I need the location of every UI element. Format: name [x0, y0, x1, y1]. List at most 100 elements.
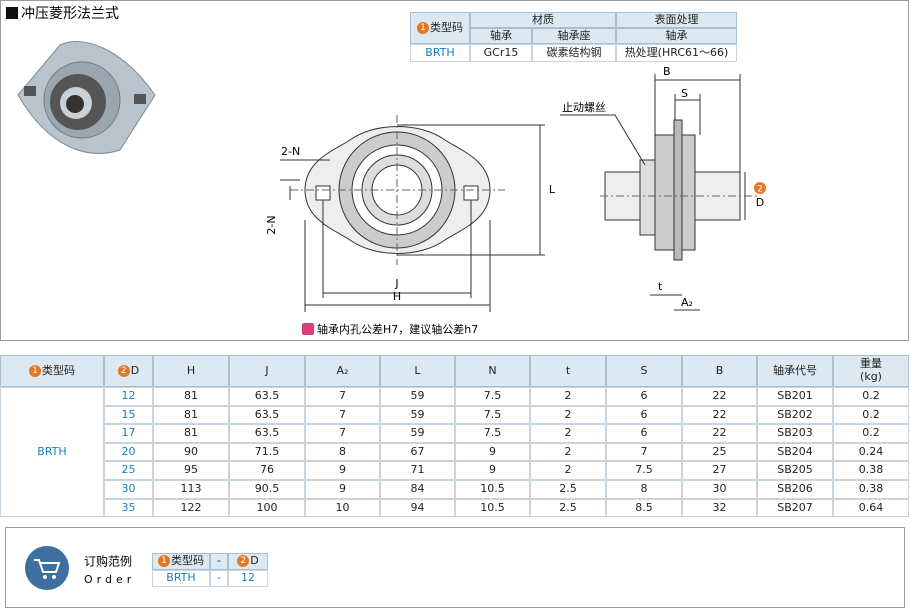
order-title: 订购范例 [84, 554, 132, 569]
label-l: L [549, 183, 556, 196]
spec-cell: 84 [380, 480, 455, 499]
spec-cell: 2 [530, 405, 606, 425]
spec-cell: 2.5 [530, 480, 606, 499]
cell-text: 7 [339, 426, 346, 440]
material-header: 材质 [470, 12, 616, 28]
material-cell: BRTH [410, 44, 470, 62]
type-code-header: 1 类型码 [410, 12, 470, 44]
header-text: S [640, 363, 648, 377]
cell-text: 6 [640, 388, 648, 402]
cell-text: 2 [564, 426, 572, 440]
cell-text: 63.5 [254, 407, 280, 421]
header-label: 1 类型码 [29, 364, 75, 378]
header-text: A₂ [336, 363, 349, 377]
header-text: D [130, 363, 140, 377]
header-label: 轴承代号 [773, 364, 817, 378]
cell-text: 20 [121, 444, 136, 458]
spec-cell: 81 [153, 405, 229, 425]
cell-text: 7 [339, 388, 346, 402]
cell-text: 10.5 [480, 481, 505, 495]
cell-text: 0.64 [858, 500, 884, 514]
cell-text: 22 [712, 407, 727, 421]
spec-cell: 7.5 [455, 387, 530, 406]
cell-text: 2.5 [559, 500, 577, 514]
cell-text: 9 [339, 481, 346, 495]
badge: 2 [117, 364, 130, 377]
cell-text: 2 [564, 463, 572, 477]
header-label: L [414, 364, 420, 378]
subheader: 轴承 [490, 28, 512, 42]
spec-cell: 81 [153, 424, 229, 443]
spec-cell: 59 [380, 424, 455, 443]
cell-text: 10.5 [480, 500, 505, 514]
cell-text: 2 [564, 388, 572, 402]
spec-cell: 0.38 [833, 480, 909, 499]
spec-cell: 10.5 [455, 498, 530, 518]
order-cell: BRTH [152, 570, 210, 587]
header-label: 1 类型码 [158, 555, 204, 568]
cell-text: 63.5 [254, 426, 280, 440]
spec-header: S [606, 355, 682, 387]
cell-text: 2.5 [559, 481, 577, 495]
cell-text: 30 [712, 481, 727, 495]
label-a2: A₂ [681, 296, 693, 309]
spec-cell: 30 [682, 480, 757, 499]
spec-cell: 32 [682, 498, 757, 518]
cell-text: SB206 [777, 481, 813, 495]
front-view [280, 115, 545, 312]
cell-text: 0.2 [862, 407, 880, 421]
spec-cell: 6 [606, 405, 682, 425]
header-text: H [186, 363, 196, 377]
spec-cell: SB207 [757, 498, 833, 518]
spec-cell: 6 [606, 387, 682, 406]
spec-cell: 10 [305, 498, 380, 518]
spec-cell: 15 [104, 405, 153, 425]
spec-cell: 9 [455, 461, 530, 480]
cell-text: 71 [410, 463, 425, 477]
header-text: t [565, 363, 571, 377]
label-2n-top: 2-N [281, 145, 300, 158]
title-square [6, 7, 18, 19]
header-label: J [265, 364, 268, 378]
cell-text: SB205 [777, 463, 813, 477]
cell-text: 81 [184, 407, 198, 421]
cell-text: SB203 [777, 426, 813, 440]
spec-cell: SB206 [757, 480, 833, 499]
cell-text: 76 [260, 463, 274, 477]
header-label: t [565, 363, 571, 378]
cell-text: SB201 [777, 388, 813, 402]
material-cell: 碳素结构钢 [532, 44, 616, 62]
spec-cell: SB201 [757, 387, 833, 406]
cell-text: 7 [640, 444, 648, 458]
cell-text: 81 [184, 388, 198, 402]
spec-cell: 59 [380, 405, 455, 425]
side-view [560, 74, 760, 311]
cell-text: 67 [410, 444, 425, 458]
cell-text: 90 [184, 444, 198, 458]
cell-text: 100 [256, 500, 278, 514]
material-cell: 热处理(HRC61～66) [616, 44, 737, 62]
spec-header: 1 类型码 [0, 355, 104, 387]
cell-text: 30 [121, 481, 136, 495]
cell-text: 8 [640, 481, 648, 495]
cell-text: 2 [564, 407, 572, 421]
label-j: J [394, 277, 398, 290]
spec-header: J [229, 355, 305, 387]
spec-cell: 7.5 [606, 461, 682, 480]
cell-text: 59 [410, 426, 425, 440]
spec-cell: 30 [104, 480, 153, 499]
spec-cell: 8 [606, 480, 682, 499]
spec-cell: 0.2 [833, 387, 909, 406]
header-text: D [250, 554, 259, 568]
spec-cell: 12 [104, 387, 153, 406]
cart-shape [34, 559, 61, 573]
spec-cell: 81 [153, 387, 229, 406]
header-label: H [186, 363, 196, 378]
cell-text: 8.5 [635, 500, 653, 514]
spec-cell: 0.2 [833, 405, 909, 425]
cell-text: 热处理(HRC61～66) [624, 45, 729, 59]
header-label: - [217, 555, 221, 568]
cell-text: 63.5 [254, 388, 280, 402]
